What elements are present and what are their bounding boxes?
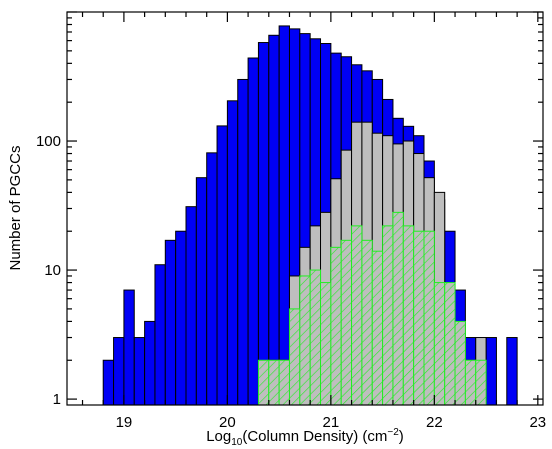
x-axis-title: Log10(Column Density) (cm−2) [206,427,404,448]
histogram-bar-solid-blue [268,34,280,406]
histogram-bar-hatched-green [371,250,384,406]
bars-layer [102,25,518,406]
y-axis-title: Number of PGCCs [7,145,24,270]
x-tick-label: 19 [116,414,133,431]
histogram-bar-hatched-green [464,359,477,406]
histogram-bar-solid-blue [506,337,518,406]
histogram-bar-solid-blue [113,337,125,406]
histogram-bar-solid-blue [485,337,497,406]
histogram-bar-solid-blue [226,100,239,406]
histogram-bar-solid-blue [154,264,166,406]
histogram-bar-solid-blue [175,230,187,406]
histogram-bar-hatched-green [413,230,425,406]
histogram-bar-solid-blue [185,206,197,406]
histogram-bar-hatched-green [423,230,435,406]
y-tick-label: 1 [53,391,61,408]
histogram-bar-solid-blue [237,78,249,406]
histogram-bar-solid-blue [257,42,270,406]
histogram-bar-hatched-green [392,211,404,406]
histogram-bar-solid-blue [133,337,146,406]
x-tick-label: 23 [529,414,546,431]
histogram-bar-hatched-green [257,359,270,406]
histogram-bar-hatched-green [330,246,342,406]
histogram-bar-hatched-green [340,239,353,406]
x-tick-label: 21 [323,414,340,431]
x-tick-label: 22 [426,414,443,431]
histogram-bar-hatched-green [288,308,301,406]
histogram-bar-hatched-green [268,359,280,406]
histogram-bar-hatched-green [382,225,394,406]
histogram-bar-hatched-green [278,359,290,406]
histogram-bar-solid-blue [247,57,259,406]
histogram-bar-hatched-green [299,275,311,406]
y-tick-label: 10 [44,262,61,279]
histogram-bar-solid-blue [102,359,115,406]
histogram-bar-hatched-green [351,225,363,406]
histogram-bar-hatched-green [320,282,332,406]
histogram-bar-solid-blue [123,289,135,406]
histogram-bar-hatched-green [433,282,446,406]
y-tick-label: 100 [36,133,61,150]
histogram-bar-solid-blue [144,320,156,406]
histogram-bar-hatched-green [475,359,487,406]
histogram-bar-hatched-green [444,282,456,406]
histogram-bar-hatched-green [402,225,415,406]
histogram-bar-solid-blue [216,125,228,406]
histogram-bar-solid-blue [164,239,177,406]
histogram-bar-hatched-green [309,269,322,406]
ticks-layer: 19 20 21 22 23 1 10 100 [36,11,546,431]
histogram-bar-hatched-green [361,239,373,406]
histogram-bar-solid-blue [206,152,218,406]
histogram-bar-hatched-green [454,320,466,406]
histogram-bar-solid-blue [195,177,208,406]
x-tick-label: 20 [219,414,236,431]
histogram-bar-solid-blue [278,25,290,406]
